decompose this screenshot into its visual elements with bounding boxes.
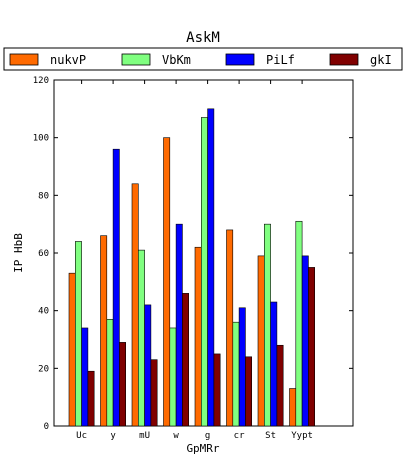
bar-gkI-cr [245,356,252,427]
bar-nukvP-cr [226,229,234,427]
legend-swatch-PiLf [225,53,255,66]
bar-VbKm-g [201,117,208,427]
bar-PiLf-mU [144,304,152,427]
x-tick-label-4: g [205,431,210,441]
bar-VbKm-y [106,319,114,427]
bar-gkI-w [182,293,189,427]
bars [68,108,315,427]
x-tick-label-2: mU [139,431,150,441]
bar-PiLf-Yypt [301,255,309,427]
bar-PiLf-g [207,108,215,427]
y-tick-label-3: 60 [38,249,49,259]
x-tick-label-5: cr [234,431,245,441]
legend-label-VbKm: VbKm [162,53,191,67]
bar-gkI-Yypt [308,267,315,427]
y-axis-label: IP HbB [12,233,25,273]
bar-gkI-g [213,353,221,427]
bar-nukvP-mU [131,183,139,427]
bar-nukvP-Yypt [289,388,297,427]
bar-PiLf-w [175,223,183,427]
legend-swatch-gkI [329,53,359,66]
bar-VbKm-cr [232,321,240,427]
bar-gkI-mU [150,359,158,427]
bar-nukvP-w [163,137,171,427]
x-tick-label-3: w [173,431,179,441]
legend-frame [3,47,403,71]
bar-VbKm-mU [138,249,145,427]
y-tick-label-5: 100 [33,134,49,144]
x-axis-label: GpMRr [186,442,219,455]
chart-title: AskM [186,30,220,46]
bar-PiLf-St [270,301,278,427]
bar-nukvP-g [194,246,202,427]
x-tick-label-0: Uc [76,431,87,441]
bar-nukvP-Uc [68,272,76,427]
legend-label-PiLf: PiLf [266,53,295,67]
y-tick-label-4: 80 [38,191,49,201]
legend-label-nukvP: nukvP [50,53,86,67]
bar-gkI-St [276,344,284,427]
bar-PiLf-y [112,148,120,427]
y-tick-label-6: 120 [33,76,49,86]
y-axis: 0 20 40 60 80 100 120 [33,76,353,432]
bar-VbKm-Yypt [295,220,303,427]
bar-gkI-y [119,342,127,427]
bar-PiLf-Uc [81,327,89,427]
x-tick-label-6: St [265,431,276,441]
bar-nukvP-y [100,235,108,427]
bar-VbKm-w [169,327,177,427]
legend-label-gkI: gkI [370,53,392,67]
y-tick-label-0: 0 [44,422,49,432]
x-tick-label-7: Yypt [291,431,313,441]
legend-swatch-nukvP [9,53,39,66]
bar-VbKm-St [263,223,271,427]
x-tick-label-1: y [110,431,116,441]
y-tick-label-1: 20 [38,364,49,374]
bar-nukvP-St [257,255,265,427]
bar-gkI-Uc [87,370,95,427]
y-tick-label-2: 40 [38,307,49,317]
bar-VbKm-Uc [75,241,82,427]
legend-swatch-VbKm [121,53,151,66]
legend: nukvP VbKm PiLf gkI [3,47,403,71]
bar-PiLf-cr [238,307,246,427]
